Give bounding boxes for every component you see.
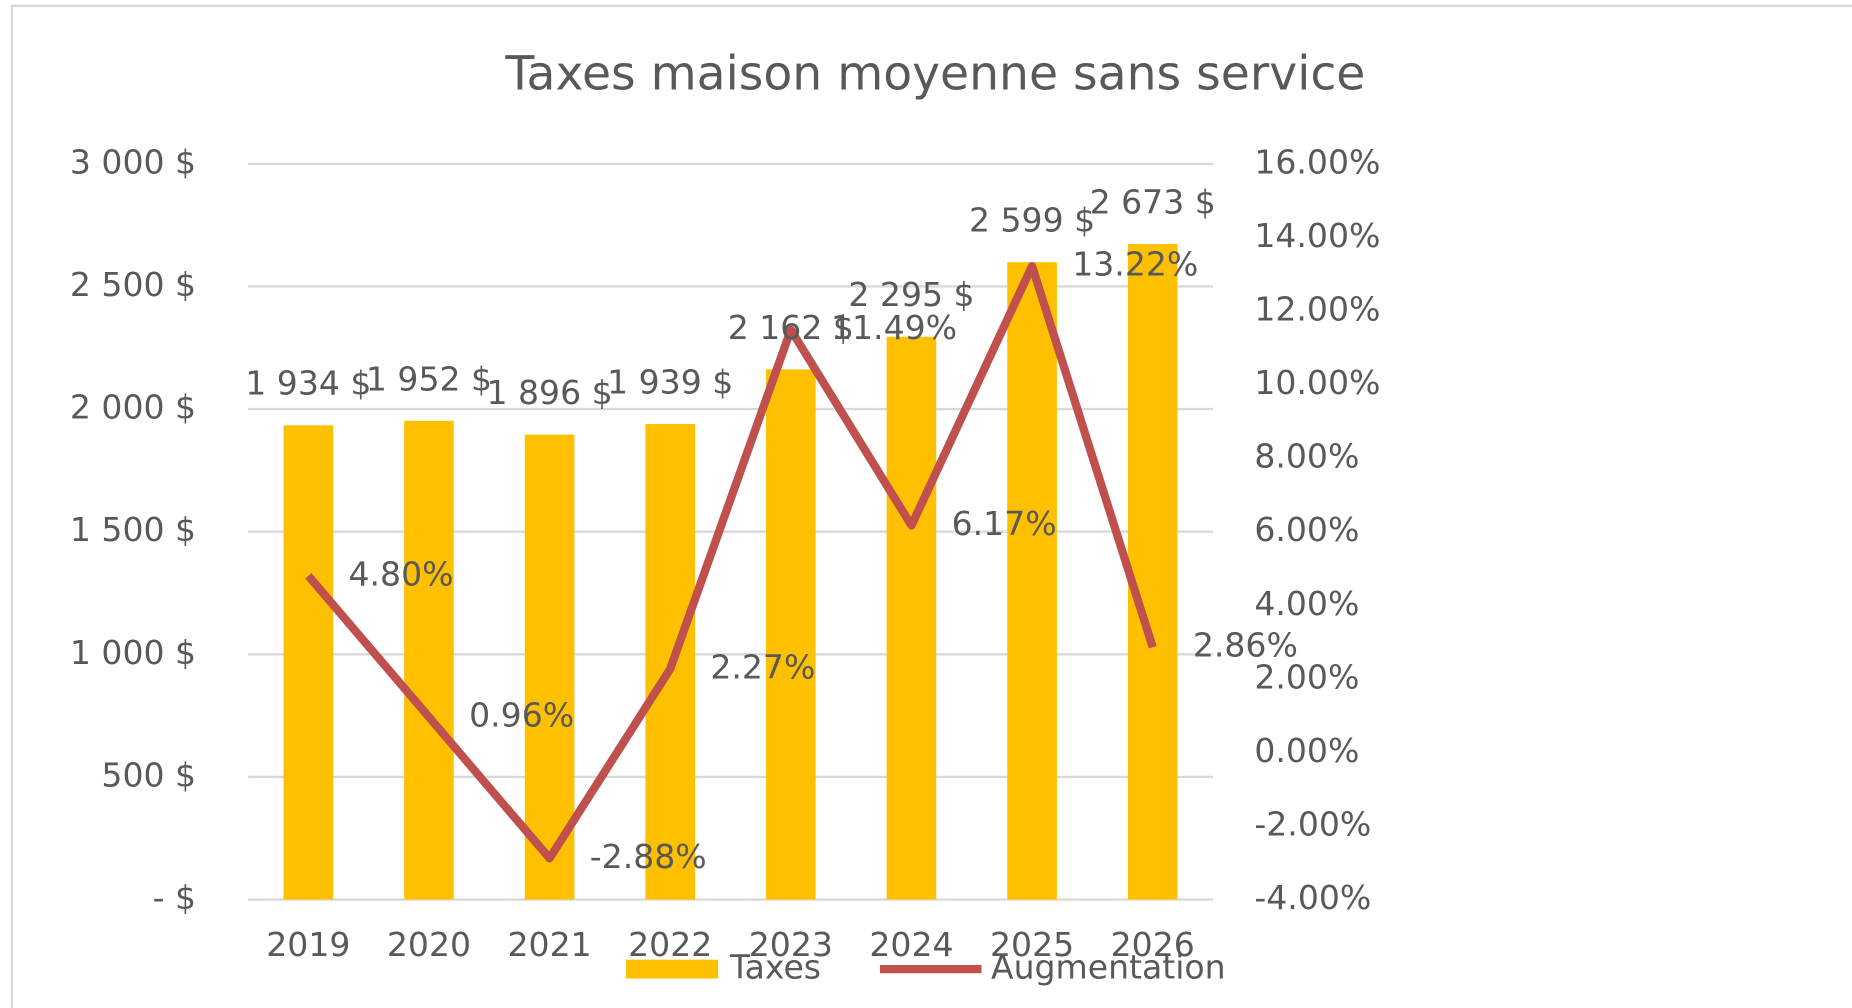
x-tick-label: 2023 — [749, 925, 833, 964]
x-tick-label: 2021 — [508, 925, 592, 964]
y2-tick-label: 4.00% — [1254, 584, 1359, 623]
bar-value-label: 2 673 $ — [1090, 182, 1216, 221]
x-tick-label: 2019 — [266, 925, 350, 964]
y2-tick-label: 8.00% — [1254, 437, 1359, 476]
y2-tick-label: 6.00% — [1254, 510, 1359, 549]
x-tick-label: 2020 — [387, 925, 471, 964]
x-tick-label: 2025 — [990, 925, 1074, 964]
bar — [1127, 244, 1178, 900]
y-tick-label: 2 000 $ — [70, 388, 196, 427]
y2-tick-label: 10.00% — [1254, 363, 1380, 402]
y2-tick-label: 12.00% — [1254, 290, 1380, 329]
bar-value-label: 1 952 $ — [366, 359, 492, 398]
y2-tick-label: -2.00% — [1254, 804, 1371, 843]
line-value-label: 6.17% — [952, 504, 1057, 543]
bar-value-label: 2 295 $ — [848, 275, 974, 314]
line-value-label: 0.96% — [469, 696, 574, 735]
bar — [283, 425, 334, 900]
y2-tick-label: 14.00% — [1254, 216, 1380, 255]
y-tick-label: - $ — [153, 878, 196, 917]
line — [305, 262, 1157, 863]
bar-value-label: 2 599 $ — [969, 201, 1095, 240]
legend-label: Augmentation — [991, 948, 1226, 987]
y-tick-label: 1 000 $ — [70, 633, 196, 672]
y-tick-label: 1 500 $ — [70, 510, 196, 549]
chart-title: Taxes maison moyenne sans service — [505, 47, 1366, 102]
x-tick-label: 2022 — [628, 925, 712, 964]
x-tick-label: 2024 — [869, 925, 953, 964]
y2-tick-label: 16.00% — [1254, 142, 1380, 181]
bar — [1007, 262, 1057, 900]
bar-value-label: 1 934 $ — [245, 364, 371, 403]
legend-swatch — [625, 959, 719, 979]
bar-value-label: 1 939 $ — [607, 362, 733, 401]
bar — [524, 434, 575, 900]
bar-value-label: 1 896 $ — [486, 373, 612, 412]
bar — [766, 369, 816, 900]
y2-tick-label: 2.00% — [1254, 657, 1359, 696]
line-value-label: 13.22% — [1072, 245, 1198, 284]
line-value-label: 11.49% — [831, 308, 957, 347]
bar — [404, 420, 454, 900]
y-tick-label: 3 000 $ — [70, 142, 196, 181]
x-tick-label: 2026 — [1111, 925, 1195, 964]
y2-tick-label: 0.00% — [1254, 731, 1359, 770]
legend-label: Taxes — [729, 948, 821, 987]
line-value-label: 4.80% — [349, 554, 454, 593]
bar — [886, 336, 937, 900]
bar-value-label: 2 162 $ — [728, 308, 854, 347]
y-tick-label: 2 500 $ — [70, 265, 196, 304]
line-value-label: 2.27% — [710, 647, 815, 686]
y-tick-label: 500 $ — [101, 755, 196, 794]
line-value-label: 2.86% — [1193, 626, 1298, 665]
line-value-label: -2.88% — [590, 837, 707, 876]
y2-tick-label: -4.00% — [1254, 878, 1371, 917]
